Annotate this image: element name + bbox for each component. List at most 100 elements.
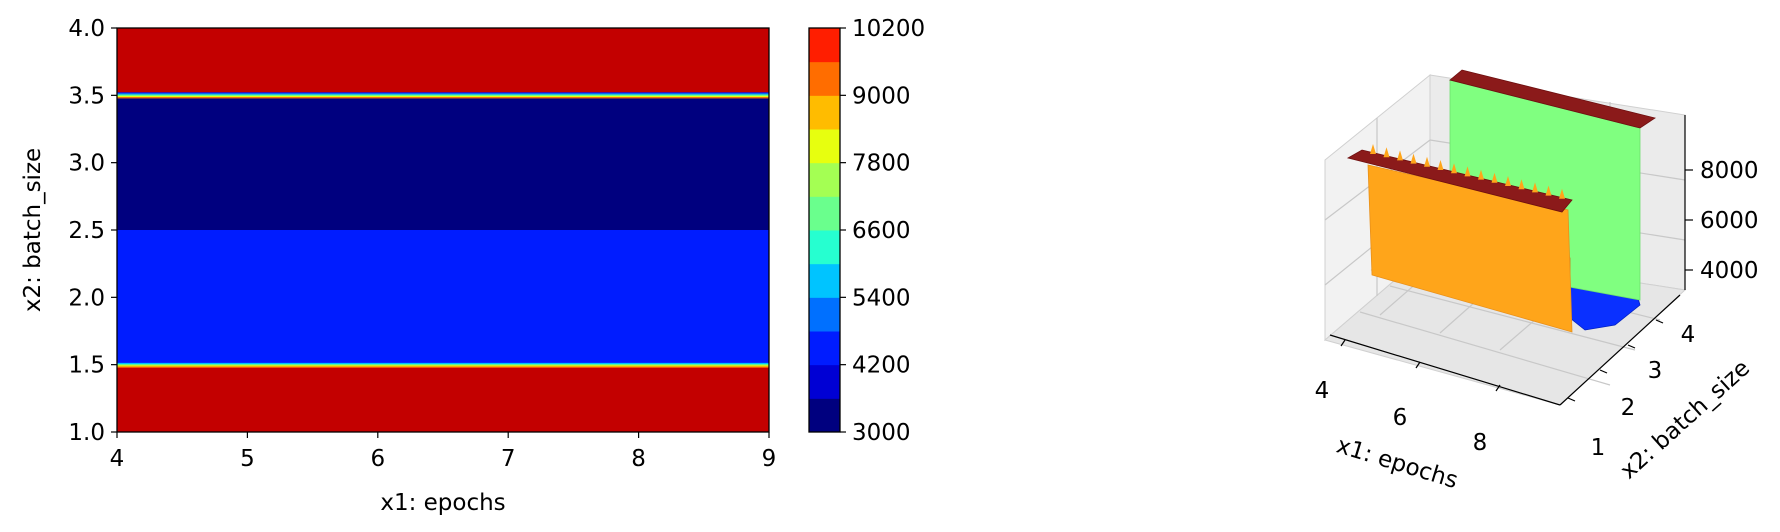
ridge-spike (1437, 160, 1444, 170)
y-tick-label: 4.0 (68, 16, 105, 42)
x-tick-mark (1415, 361, 1421, 369)
ridge-spikes (1370, 144, 1565, 199)
x-tick-label: 4 (1315, 378, 1330, 404)
y-axis-ticks: 1.0 1.5 2.0 2.5 3.0 3.5 4.0 (68, 16, 117, 446)
contour-bands (117, 28, 769, 432)
colorbar-cell (809, 61, 840, 96)
contour-edge-0 (117, 364, 769, 366)
colorbar-tick-label: 7800 (852, 151, 911, 177)
ridge-spike (1397, 150, 1403, 161)
colorbar-tick-label: 4200 (852, 353, 911, 379)
contour-edge-1 (117, 95, 769, 98)
surface-top-ridge-front (1346, 149, 1573, 213)
contour-edge-1 (117, 94, 769, 97)
ridge-spike (1505, 176, 1511, 186)
colorbar-cell (809, 263, 840, 298)
z-tick-label: 4000 (1700, 258, 1759, 284)
contour-edge-0 (117, 365, 769, 367)
ridge-spike (1383, 147, 1390, 158)
ridge-spike (1410, 153, 1417, 164)
y-tick-mark (1655, 319, 1664, 324)
x-axis-label: x1: epochs (1333, 433, 1460, 495)
contour-edge-1 (117, 92, 769, 94)
contour-edge-0 (117, 362, 769, 365)
colorbar-cell (809, 162, 840, 197)
x-tick-label: 6 (1393, 405, 1408, 431)
x-tick-label: 8 (1473, 430, 1488, 456)
ridge-spike (1532, 182, 1538, 193)
colorbar-cells (809, 28, 840, 433)
surface-top-ridge-back (1449, 69, 1656, 129)
x-tick-label: 6 (370, 446, 385, 472)
x-tick-label: 8 (631, 446, 646, 472)
colorbar-cell (809, 95, 840, 130)
x-axis-label: x1: epochs (380, 490, 505, 516)
x-axis-line (1329, 334, 1561, 406)
ridge-spike (1491, 172, 1498, 183)
ridge-spike (1424, 156, 1430, 167)
contour-edge-1 (117, 93, 769, 95)
contour-band-3 (117, 28, 769, 96)
x-tick-label: 9 (762, 446, 777, 472)
x-tick-label: 4 (110, 446, 125, 472)
z-tick-label: 8000 (1700, 158, 1759, 184)
colorbar-tick-label: 6600 (852, 218, 911, 244)
y-tick-label: 2.0 (68, 285, 105, 311)
z-tick-label: 6000 (1700, 208, 1759, 234)
y-axis-label: x2: batch_size (1616, 355, 1756, 484)
z-axis-ticks: 4000 6000 8000 (1685, 158, 1759, 284)
colorbar-tick-label: 3000 (852, 420, 911, 446)
floor-grid-line (1389, 285, 1636, 351)
y-tick-label: 2 (1621, 395, 1636, 421)
contour-band-1 (117, 230, 769, 365)
ridge-spike (1370, 144, 1376, 154)
y-tick-label: 1.5 (68, 353, 105, 379)
colorbar-tick-label: 10200 (852, 16, 925, 42)
contour-band-0 (117, 364, 769, 432)
contour-band-2 (117, 95, 769, 230)
ridge-spike (1545, 185, 1552, 196)
x-tick-mark (1495, 384, 1501, 392)
colorbar-cell (809, 331, 840, 366)
contour-edge-0 (117, 366, 769, 368)
x-tick-mark (1340, 339, 1346, 347)
y-tick-label: 3 (1648, 358, 1663, 384)
colorbar-cell (809, 28, 840, 63)
x-axis-ticks: 4 6 8 (1315, 339, 1501, 456)
y-tick-label: 4 (1681, 322, 1696, 348)
contour-edge-0 (117, 361, 769, 363)
y-tick-label: 1.0 (68, 420, 105, 446)
ridge-spike (1518, 179, 1525, 190)
floor-grid-line (1359, 311, 1611, 386)
y-tick-label: 3.0 (68, 151, 105, 177)
x-tick-label: 7 (501, 446, 516, 472)
contour-edge-1 (117, 97, 769, 99)
colorbar-ticks: 3000 4200 5400 6600 7800 9000 10200 (840, 16, 925, 446)
y-tick-label: 1 (1591, 435, 1606, 461)
colorbar: 3000 4200 5400 6600 7800 9000 10200 (808, 16, 925, 446)
colorbar-tick-label: 9000 (852, 83, 911, 109)
y-tick-label: 2.5 (68, 218, 105, 244)
ridge-spike (1451, 163, 1457, 174)
ridge-spike (1464, 166, 1471, 177)
y-tick-label: 3.5 (68, 83, 105, 109)
x-axis-ticks: 4 5 6 7 8 9 (110, 432, 777, 472)
y-tick-mark (1627, 344, 1636, 349)
colorbar-cell (809, 129, 840, 164)
y-axis-line (1559, 294, 1681, 406)
colorbar-cell (809, 398, 840, 433)
colorbar-cell (809, 196, 840, 231)
ridge-spike (1478, 169, 1484, 180)
y-axis-label: x2: batch_size (20, 148, 46, 312)
colorbar-cell (809, 297, 840, 332)
ridge-spike (1559, 188, 1565, 199)
colorbar-cell (809, 230, 840, 265)
colorbar-cell (809, 364, 840, 399)
colorbar-tick-label: 5400 (852, 285, 911, 311)
x-tick-label: 5 (240, 446, 255, 472)
y-tick-mark (1599, 369, 1608, 374)
